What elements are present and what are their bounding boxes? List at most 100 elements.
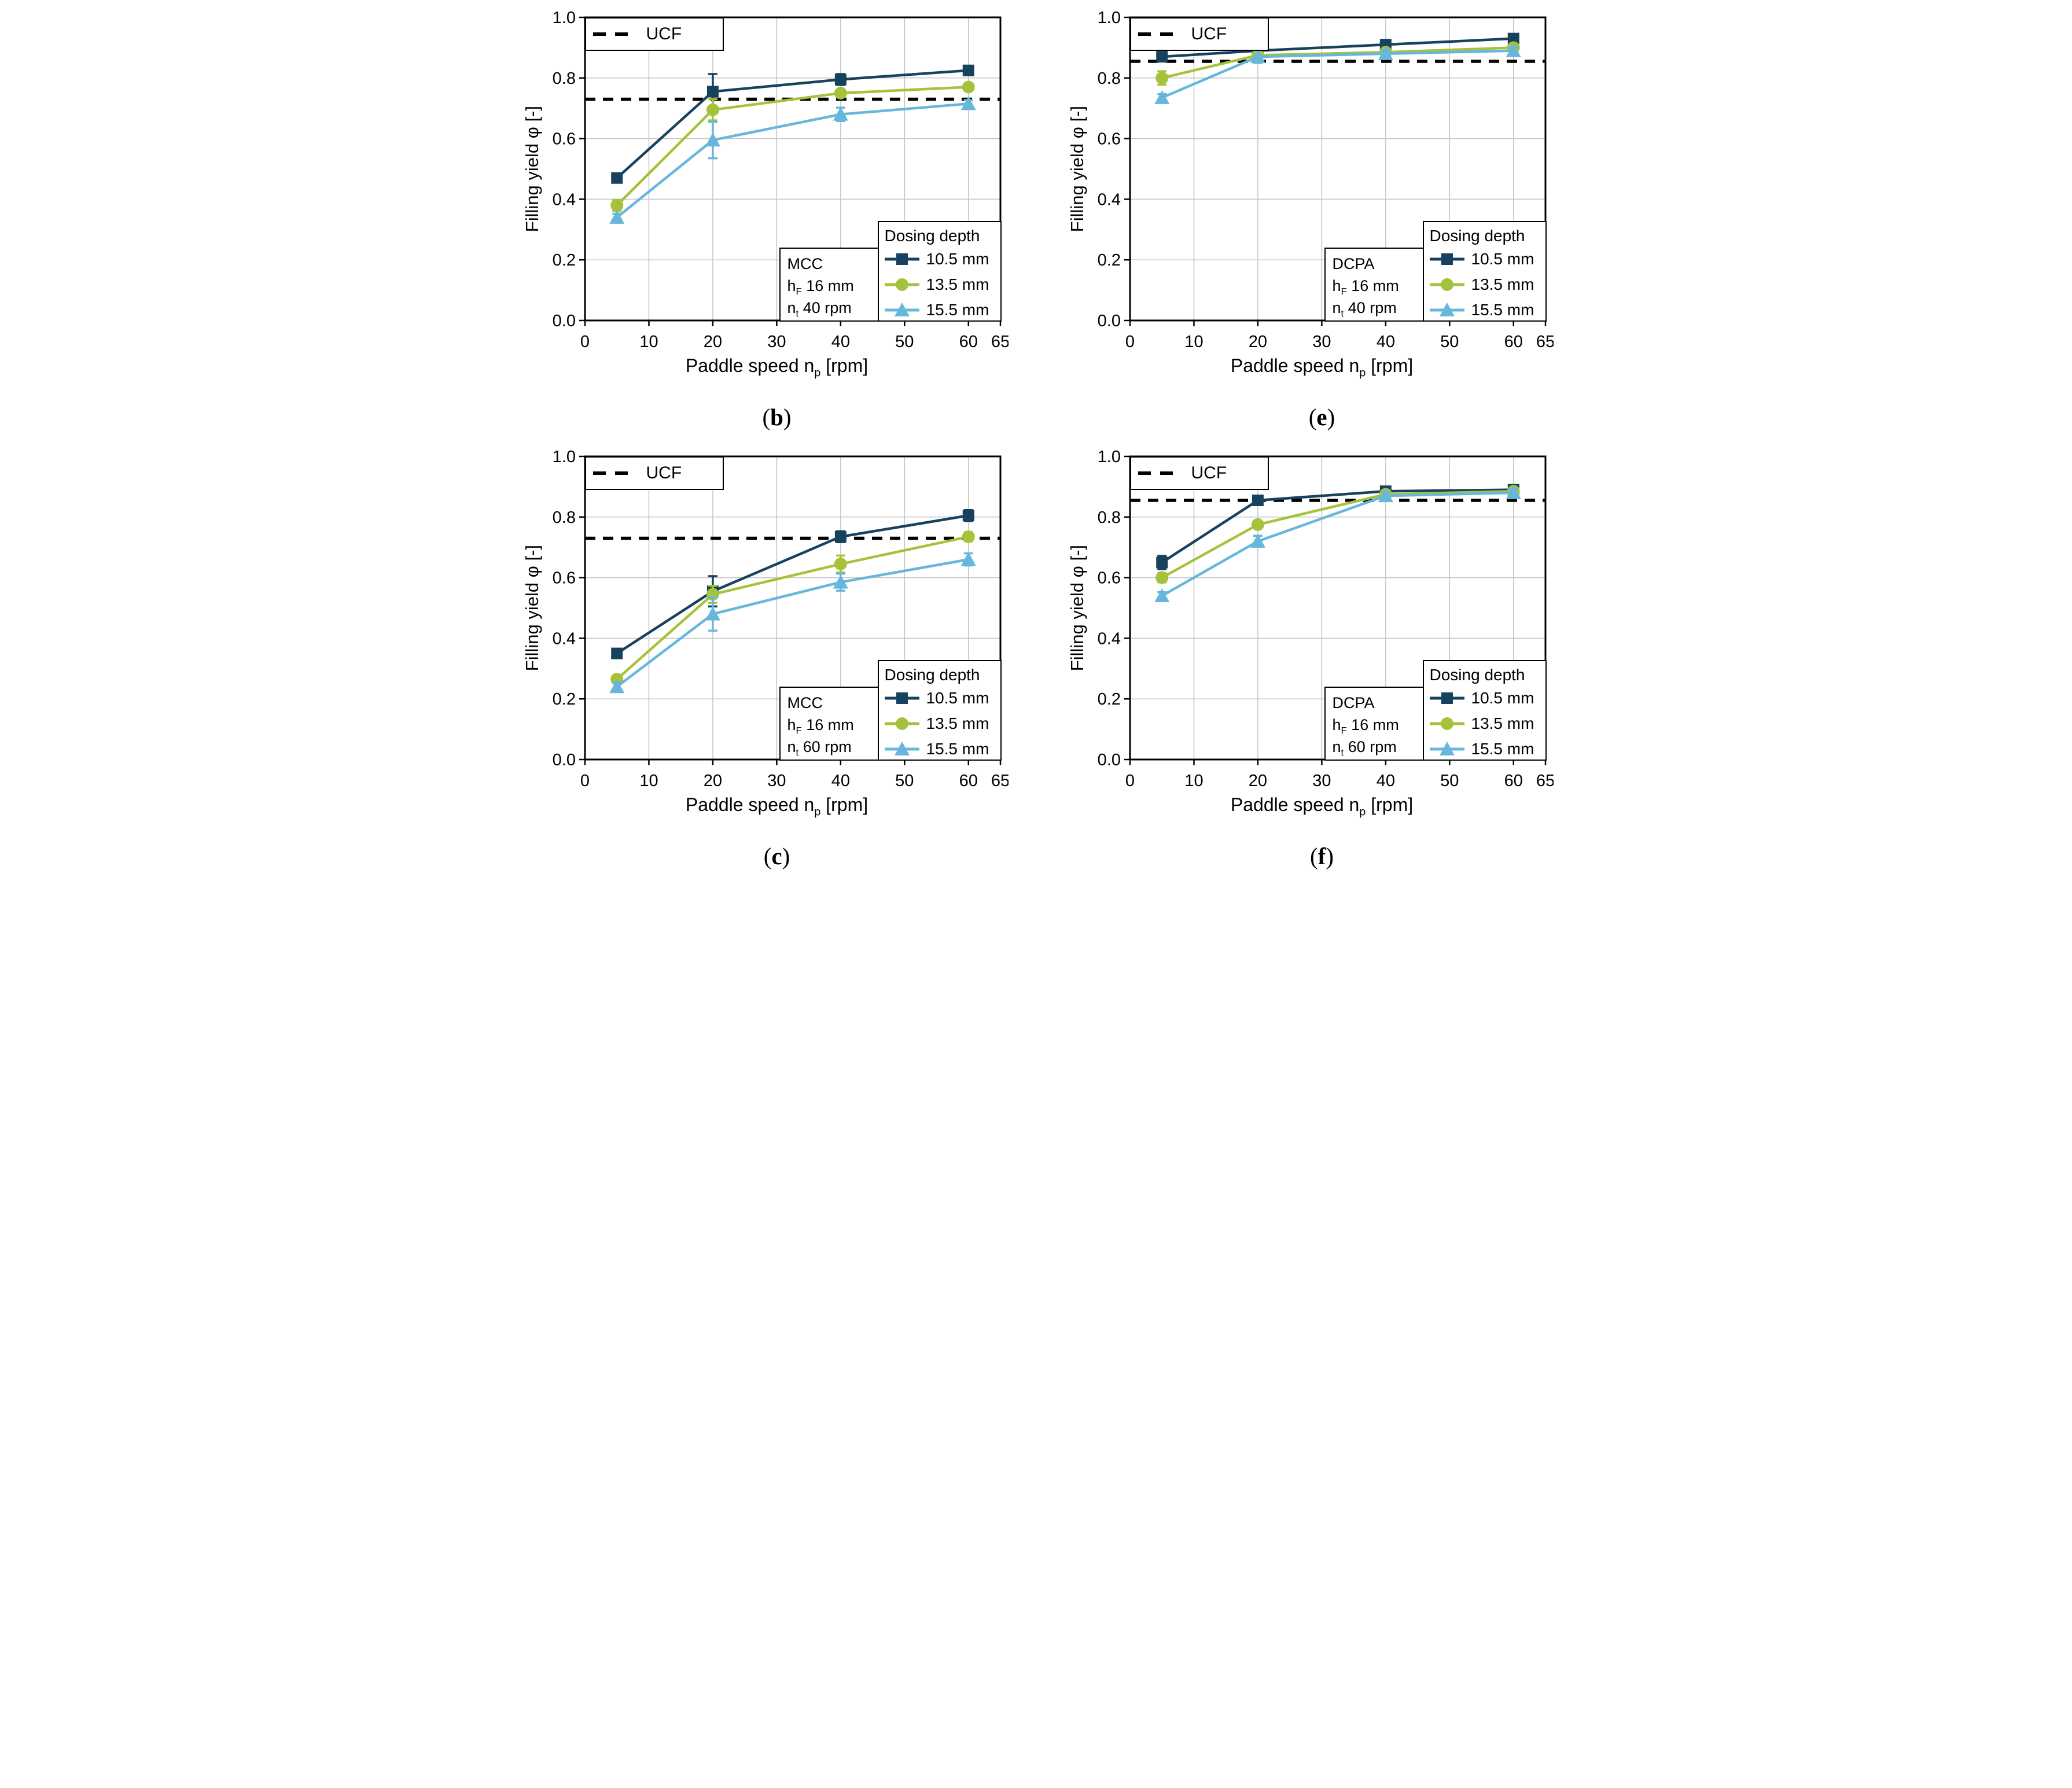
svg-text:20: 20 — [1248, 772, 1267, 790]
triangle-marker-icon — [884, 742, 919, 755]
svg-text:0.4: 0.4 — [552, 190, 575, 209]
svg-text:0: 0 — [1125, 772, 1134, 790]
svg-text:30: 30 — [1312, 772, 1331, 790]
info-box: MCC hF 16 mm nt 40 rpm — [779, 248, 879, 322]
info-tablet-speed: nt 60 rpm — [1332, 738, 1397, 758]
info-tablet-speed: nt 40 rpm — [787, 299, 852, 319]
svg-text:0.6: 0.6 — [1097, 569, 1120, 588]
panel-grid: Filling yield φ [-] 0 10 20 30 40 50 60 65 0.0 0.… — [510, 8, 1563, 880]
panel-c: Filling yield φ [-] 0 10 20 30 40 50 60 65 0.0 0.… — [519, 447, 1009, 880]
legend-title: Dosing depth — [1429, 227, 1525, 245]
ucf-legend-box: UCF — [584, 17, 724, 51]
svg-text:65: 65 — [1536, 772, 1553, 790]
svg-text:0.2: 0.2 — [552, 251, 575, 270]
triangle-marker-icon — [884, 303, 919, 316]
info-fill-height: hF 16 mm — [1332, 277, 1399, 297]
svg-text:1.0: 1.0 — [1097, 448, 1120, 466]
square-marker-icon — [1429, 253, 1464, 265]
panel-f: Filling yield φ [-] 0 10 20 30 40 50 60 65 0.0 0.… — [1064, 447, 1554, 880]
legend-title: Dosing depth — [884, 666, 980, 684]
svg-text:60: 60 — [1504, 772, 1522, 790]
svg-text:0.0: 0.0 — [1097, 312, 1120, 330]
legend-row: 15.5 mm — [1429, 736, 1545, 762]
svg-text:0.6: 0.6 — [1097, 130, 1120, 149]
dosing-depth-legend: Dosing depth 10.5 mm 13.5 mm 15.5 mm — [877, 221, 1002, 323]
svg-text:30: 30 — [767, 333, 786, 351]
svg-text:1.0: 1.0 — [552, 448, 575, 466]
info-material: DCPA — [1332, 694, 1375, 711]
dosing-depth-legend: Dosing depth 10.5 mm 13.5 mm 15.5 mm — [1422, 221, 1547, 323]
legend-row: 10.5 mm — [884, 246, 1000, 272]
ucf-legend-label: UCF — [1191, 463, 1227, 482]
svg-text:0.0: 0.0 — [552, 751, 575, 769]
x-axis-label: Paddle speed np [rpm] — [1230, 355, 1414, 379]
legend-row: 15.5 mm — [884, 297, 1000, 323]
svg-text:40: 40 — [1376, 333, 1394, 351]
legend-title: Dosing depth — [1429, 666, 1525, 684]
triangle-marker-icon — [1429, 742, 1464, 755]
ucf-dashed-line-icon — [1138, 471, 1181, 475]
dosing-depth-legend: Dosing depth 10.5 mm 13.5 mm 15.5 mm — [877, 660, 1002, 762]
info-fill-height: hF 16 mm — [787, 716, 854, 736]
svg-text:1.0: 1.0 — [1097, 9, 1120, 27]
svg-text:40: 40 — [831, 333, 849, 351]
svg-text:60: 60 — [959, 333, 977, 351]
info-box: DCPA hF 16 mm nt 60 rpm — [1324, 687, 1424, 761]
svg-text:65: 65 — [991, 333, 1008, 351]
panel-caption-c: (c) — [763, 843, 790, 869]
svg-text:20: 20 — [1248, 333, 1267, 351]
y-axis-label: Filling yield φ [-] — [1066, 544, 1087, 672]
square-marker-icon — [884, 253, 919, 265]
triangle-marker-icon — [1429, 303, 1464, 316]
svg-text:50: 50 — [1440, 772, 1459, 790]
circle-marker-icon — [884, 717, 919, 730]
circle-marker-icon — [1429, 717, 1464, 730]
svg-text:0.6: 0.6 — [552, 130, 575, 149]
legend-row: 10.5 mm — [1429, 246, 1545, 272]
info-material: MCC — [787, 255, 823, 272]
info-tablet-speed: nt 60 rpm — [787, 738, 852, 758]
svg-text:30: 30 — [767, 772, 786, 790]
svg-text:0.8: 0.8 — [1097, 508, 1120, 527]
info-box: DCPA hF 16 mm nt 40 rpm — [1324, 248, 1424, 322]
figure-filling-yield-panels: Filling yield φ [-] 0 10 20 30 40 50 60 65 0.0 0.… — [510, 0, 1563, 904]
ucf-dashed-line-icon — [592, 471, 636, 475]
x-axis-label: Paddle speed np [rpm] — [685, 355, 868, 379]
y-axis-label: Filling yield φ [-] — [521, 544, 542, 672]
ucf-legend-box: UCF — [584, 456, 724, 490]
info-tablet-speed: nt 40 rpm — [1332, 299, 1397, 319]
svg-text:0.4: 0.4 — [552, 629, 575, 648]
svg-text:10: 10 — [639, 333, 658, 351]
legend-row: 15.5 mm — [1429, 297, 1545, 323]
svg-text:0.4: 0.4 — [1097, 629, 1120, 648]
y-axis-label: Filling yield φ [-] — [521, 105, 542, 233]
legend-row: 13.5 mm — [884, 711, 1000, 736]
legend-row: 10.5 mm — [1429, 685, 1545, 711]
info-material: MCC — [787, 694, 823, 711]
panel-caption-b: (b) — [762, 404, 792, 430]
x-axis-label: Paddle speed np [rpm] — [1230, 794, 1414, 819]
svg-text:40: 40 — [831, 772, 849, 790]
legend-row: 10.5 mm — [884, 685, 1000, 711]
svg-text:40: 40 — [1376, 772, 1394, 790]
legend-row: 15.5 mm — [884, 736, 1000, 762]
svg-text:0.8: 0.8 — [552, 69, 575, 88]
svg-text:30: 30 — [1312, 333, 1331, 351]
circle-marker-icon — [884, 278, 919, 291]
ucf-dashed-line-icon — [1138, 32, 1181, 36]
svg-text:0: 0 — [580, 772, 589, 790]
x-axis-label: Paddle speed np [rpm] — [685, 794, 868, 819]
square-marker-icon — [1429, 692, 1464, 704]
legend-row: 13.5 mm — [884, 272, 1000, 297]
ucf-legend-label: UCF — [1191, 24, 1227, 43]
legend-row: 13.5 mm — [1429, 272, 1545, 297]
svg-text:0: 0 — [580, 333, 589, 351]
panel-b: Filling yield φ [-] 0 10 20 30 40 50 60 65 0.0 0.… — [519, 8, 1009, 441]
svg-text:0.8: 0.8 — [552, 508, 575, 527]
ucf-legend-box: UCF — [1129, 17, 1269, 51]
info-fill-height: hF 16 mm — [1332, 716, 1399, 736]
dosing-depth-legend: Dosing depth 10.5 mm 13.5 mm 15.5 mm — [1422, 660, 1547, 762]
svg-text:0: 0 — [1125, 333, 1134, 351]
svg-text:0.0: 0.0 — [552, 312, 575, 330]
svg-text:65: 65 — [1536, 333, 1553, 351]
